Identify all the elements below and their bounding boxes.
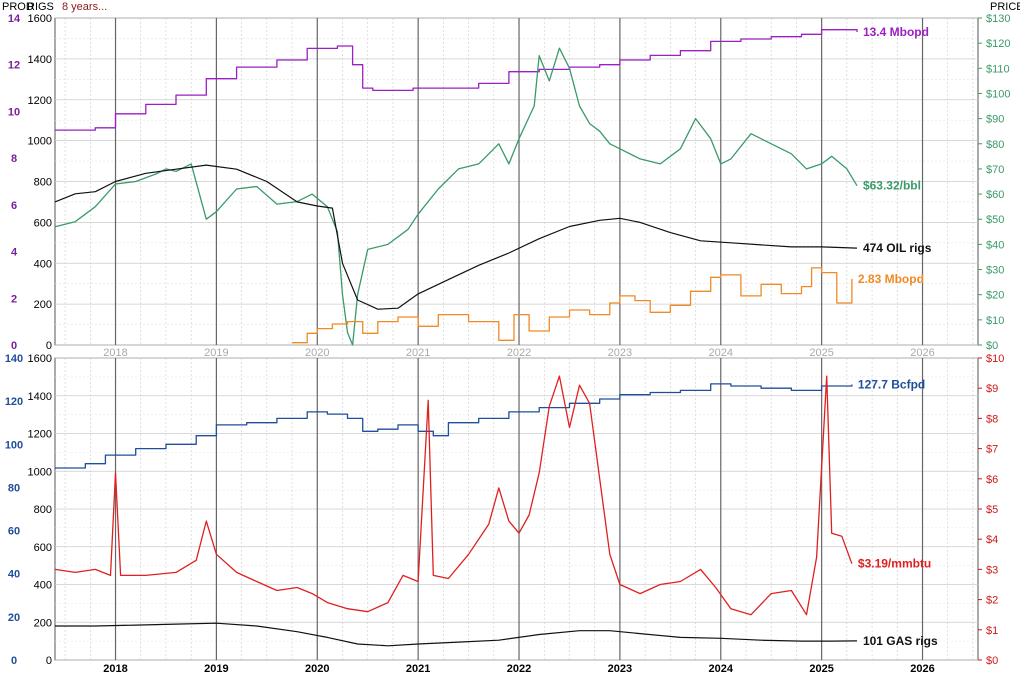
x-tick-label: 2025 [809,663,833,675]
rig-axis-tick: 400 [34,258,52,270]
price-axis-tick: $20 [986,290,1004,302]
price-axis-tick: $70 [986,164,1004,176]
prod-axis-tick: 20 [8,612,20,624]
price-axis-tick: $5 [986,504,998,516]
series-end-label: $63.32/bbl [863,179,921,193]
price-axis-tick: $10 [986,315,1004,327]
rig-axis-tick: 1200 [28,95,52,107]
price-axis-tick: $6 [986,474,998,486]
x-tick-label: 2018 [103,663,127,675]
price-axis-tick: $9 [986,383,998,395]
x-tick-label: 2022 [507,663,531,675]
price-axis-tick: $3 [986,564,998,576]
price-axis-tick: $90 [986,114,1004,126]
price-axis-tick: $10 [986,353,1004,365]
price-axis-tick: $80 [986,139,1004,151]
series-end-label: 474 OIL rigs [863,241,932,255]
price-axis-tick: $100 [986,88,1010,100]
x-tick-label: 2020 [305,663,329,675]
x-tick-label: 2020 [305,347,329,359]
rig-axis-tick: 0 [46,340,52,352]
rig-axis-tick: 400 [34,580,52,592]
prod-axis-tick: 10 [8,106,20,118]
rig-axis-tick: 600 [34,542,52,554]
series-end-label: $3.19/mmbtu [858,557,931,571]
x-tick-label: 2019 [204,347,228,359]
prod-axis-tick: 6 [11,200,17,212]
rig-axis-tick: 800 [34,177,52,189]
rig-axis-tick: 1000 [28,136,52,148]
x-tick-label: 2023 [608,347,632,359]
price-axis-tick: $110 [986,63,1010,75]
rig-axis-tick: 200 [34,617,52,629]
x-tick-label: 2018 [103,347,127,359]
rig-axis-tick: 1600 [28,353,52,365]
series-end-label: 127.7 Bcfpd [858,378,925,392]
rig-axis-tick: 1400 [28,391,52,403]
header-price-label: PRICE [990,1,1020,13]
series-line [54,164,858,310]
x-tick-label: 2026 [910,347,934,359]
price-axis-tick: $120 [986,38,1010,50]
header-subtitle: 8 years... [62,1,107,13]
prod-axis-tick: 2 [11,293,17,305]
series-line [55,622,858,647]
series-end-label: 13.4 Mbopd [863,25,929,39]
series-line [54,375,853,616]
rig-axis-tick: 1600 [28,13,52,25]
prod-axis-tick: 60 [8,526,20,538]
prod-axis-tick: 40 [8,569,20,581]
prod-axis-tick: 14 [8,13,21,25]
price-axis-tick: $50 [986,214,1004,226]
x-tick-label: 2023 [608,663,632,675]
price-axis-tick: $30 [986,265,1004,277]
price-axis-tick: $2 [986,595,998,607]
price-axis-tick: $0 [986,340,998,352]
prod-axis-tick: 120 [5,396,23,408]
prod-axis-tick: 140 [5,353,23,365]
x-tick-label: 2024 [709,347,733,359]
rig-axis-tick: 200 [34,299,52,311]
price-axis-tick: $0 [986,655,998,667]
series-line [54,47,858,346]
prod-axis-tick: 0 [11,340,17,352]
x-tick-label: 2026 [910,663,934,675]
x-tick-label: 2019 [204,663,228,675]
rig-axis-tick: 600 [34,217,52,229]
x-tick-label: 2022 [507,347,531,359]
x-tick-label: 2021 [406,347,430,359]
price-axis-tick: $130 [986,13,1010,25]
x-tick-label: 2024 [709,663,734,675]
price-axis-tick: $1 [986,625,998,637]
rig-axis-tick: 1400 [28,54,52,66]
series-line [292,267,853,344]
rig-axis-tick: 1200 [28,429,52,441]
x-tick-label: 2025 [809,347,833,359]
price-axis-tick: $7 [986,444,998,456]
header-prod-label: PROD [2,1,34,13]
header-rigs-label: RIGS [27,1,54,13]
series-end-label: 101 GAS rigs [863,634,938,648]
prod-axis-tick: 0 [11,655,17,667]
series-line [55,29,858,131]
series-line [55,383,853,469]
prod-axis-tick: 80 [8,482,20,494]
prod-axis-tick: 8 [11,153,17,165]
price-axis-tick: $8 [986,413,998,425]
price-axis-tick: $60 [986,189,1004,201]
rig-axis-tick: 1000 [28,466,52,478]
rig-axis-tick: 0 [46,655,52,667]
rig-axis-tick: 800 [34,504,52,516]
price-axis-tick: $40 [986,239,1004,251]
price-axis-tick: $4 [986,534,998,546]
prod-axis-tick: 100 [5,439,23,451]
x-tick-label: 2021 [406,663,430,675]
prod-axis-tick: 12 [8,60,20,72]
prod-axis-tick: 4 [11,247,18,259]
series-end-label: 2.83 Mbopd [858,272,924,286]
